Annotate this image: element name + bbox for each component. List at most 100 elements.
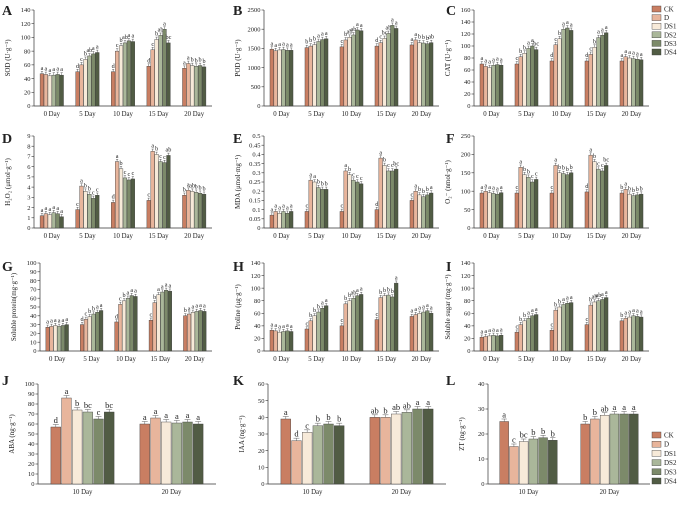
bar-ds1-5day bbox=[312, 44, 317, 107]
significance-label: b bbox=[84, 182, 87, 189]
significance-label: a bbox=[554, 157, 557, 164]
significance-label: b bbox=[202, 185, 205, 192]
significance-label: b bbox=[558, 30, 561, 37]
bar-ck-10day bbox=[499, 421, 509, 485]
bar-ds4-5day bbox=[534, 314, 539, 352]
bar-d-15day bbox=[150, 151, 155, 229]
x-tick-label: 0 Day bbox=[273, 233, 290, 240]
significance-label: a bbox=[116, 153, 119, 160]
bar-d-10day bbox=[343, 303, 348, 352]
bar-d-5day bbox=[79, 185, 84, 229]
y-tick-label: 70 bbox=[28, 411, 35, 418]
bar-ds2-0day bbox=[281, 331, 286, 352]
significance-label: a bbox=[480, 184, 483, 191]
significance-label: b bbox=[422, 188, 425, 195]
y-tick-label: 90 bbox=[30, 269, 37, 276]
bar-d-0day bbox=[49, 326, 54, 352]
y-tick-label: 20 bbox=[28, 461, 35, 468]
bar-d-15day bbox=[588, 54, 593, 107]
bar-ds1-10day bbox=[347, 174, 352, 229]
significance-label: a bbox=[290, 41, 293, 48]
bar-ds2-15day bbox=[596, 300, 601, 352]
bar-ck-20day bbox=[409, 200, 414, 229]
significance-label: b bbox=[558, 298, 561, 305]
bar-ds2-5day bbox=[316, 311, 321, 352]
bar-ds4-15day bbox=[604, 297, 609, 352]
y-tick-label: 30 bbox=[30, 322, 37, 329]
y-tick-label: 10 bbox=[30, 339, 37, 346]
significance-label: a bbox=[500, 184, 503, 191]
y-tick-label: 0 bbox=[261, 481, 264, 488]
x-tick-label: 5 Day bbox=[79, 111, 96, 118]
significance-label: a bbox=[187, 55, 190, 62]
significance-label: a bbox=[414, 31, 417, 38]
significance-label: ab bbox=[189, 182, 195, 189]
significance-label: b bbox=[527, 168, 530, 175]
bar-ds3-5day bbox=[320, 39, 325, 107]
bar-ds3-0day bbox=[285, 213, 290, 229]
significance-label: ab bbox=[158, 26, 164, 33]
bar-ds2-5day bbox=[87, 194, 92, 229]
bar-d-10day bbox=[343, 170, 348, 229]
y-tick-label: 140 bbox=[461, 260, 471, 267]
bar-ds2-10day bbox=[125, 298, 130, 352]
significance-label: a bbox=[360, 22, 363, 29]
significance-label: c bbox=[151, 41, 154, 48]
significance-label: b bbox=[184, 307, 187, 314]
bar-ck-10day bbox=[549, 60, 554, 107]
significance-label: c bbox=[352, 171, 355, 178]
bar-ck-10day bbox=[549, 330, 554, 352]
bar-d-20day bbox=[186, 189, 191, 229]
bar-ds2-20day bbox=[421, 311, 426, 352]
x-tick-label: 10 Day bbox=[552, 356, 572, 363]
bar-d-20day bbox=[623, 318, 628, 352]
y-tick-label: 70 bbox=[30, 287, 37, 294]
significance-label: b bbox=[519, 48, 522, 55]
bar-ds2-20day bbox=[171, 422, 182, 485]
bar-d-20day bbox=[623, 56, 628, 107]
bar-d-10day bbox=[291, 440, 302, 485]
legend-swatch-ds4 bbox=[651, 477, 662, 485]
y-tick-label: 40 bbox=[28, 441, 35, 448]
significance-label: b bbox=[321, 181, 324, 188]
y-axis-title: H₂O₂ (μmol·g⁻¹) bbox=[4, 157, 12, 205]
significance-label: a bbox=[570, 22, 573, 29]
panel-letter: K bbox=[233, 374, 244, 389]
bar-ds1-15day bbox=[382, 38, 387, 107]
y-tick-label: 1500 bbox=[248, 46, 261, 53]
bar-ds3-5day bbox=[91, 198, 96, 229]
y-tick-label: 20 bbox=[464, 91, 471, 98]
bar-ds1-10day bbox=[72, 409, 83, 485]
significance-label: a bbox=[309, 171, 312, 178]
bar-d-0day bbox=[273, 211, 278, 229]
x-tick-label: 10 Day bbox=[342, 111, 362, 118]
significance-label: a bbox=[414, 182, 417, 189]
significance-label: d bbox=[294, 429, 299, 439]
significance-label: ab bbox=[371, 405, 379, 415]
bar-d-15day bbox=[588, 154, 593, 229]
bar-ck-10day bbox=[111, 71, 116, 107]
legend-swatch-ds2 bbox=[651, 31, 662, 38]
bar-ds3-15day bbox=[600, 299, 605, 352]
bar-ds2-0day bbox=[491, 193, 496, 229]
significance-label: a bbox=[597, 29, 600, 36]
y-tick-label: 200 bbox=[461, 152, 471, 159]
significance-label: a bbox=[589, 146, 592, 153]
significance-label: d bbox=[375, 201, 379, 208]
significance-label: a bbox=[492, 56, 495, 63]
significance-label: ab bbox=[428, 34, 434, 41]
y-tick-label: 0.3 bbox=[252, 170, 260, 177]
bar-d-15day bbox=[588, 304, 593, 352]
x-tick-label: 20 Day bbox=[185, 356, 205, 363]
significance-label: a bbox=[62, 317, 65, 324]
bar-ds4-20day bbox=[201, 194, 207, 229]
bar-ds2-5day bbox=[316, 41, 321, 107]
significance-label: d bbox=[147, 57, 151, 64]
significance-label: a bbox=[395, 20, 398, 27]
bar-ds2-20day bbox=[194, 311, 199, 352]
significance-label: ab bbox=[392, 402, 400, 412]
significance-label: ab bbox=[166, 147, 172, 154]
bar-ds3-20day bbox=[425, 194, 430, 229]
chart-panel-i: I 0 20 40 60 80 100 120 140 Soluble sugar (mg·g⁻¹… bbox=[444, 260, 649, 363]
